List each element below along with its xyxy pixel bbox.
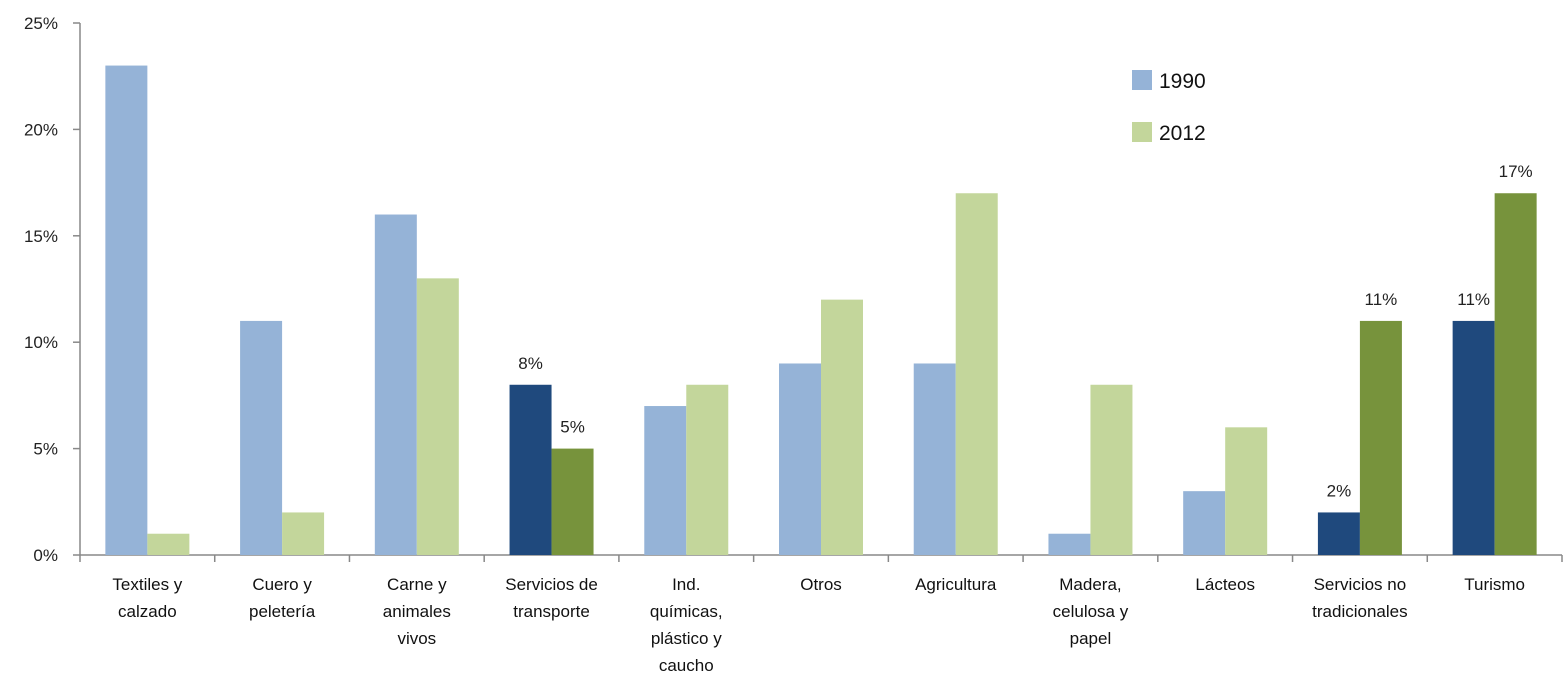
bar-2012: [821, 299, 863, 555]
x-tick-label: Textiles y calzado: [112, 575, 182, 621]
legend-label: 1990: [1159, 70, 1206, 93]
x-tick-label-line: calzado: [118, 602, 177, 621]
bar-1990: [240, 320, 283, 555]
bar-2012: [1090, 384, 1133, 555]
bar-1990: [644, 406, 687, 555]
bar-2012: [416, 278, 459, 555]
y-tick-label: 15%: [24, 227, 58, 246]
bar-1990: [509, 384, 552, 555]
bar-2012: [282, 512, 325, 555]
x-tick-label: Turismo: [1464, 575, 1525, 594]
legend: 1990 2012: [1132, 70, 1206, 145]
x-tick-label: Madera, celulosa y papel: [1053, 575, 1129, 648]
bar-1990: [913, 363, 956, 555]
x-tick-label-line: químicas,: [650, 602, 723, 621]
bar-1990: [1048, 533, 1091, 555]
legend-swatch-1990: [1132, 70, 1152, 90]
x-tick-label-line: transporte: [513, 602, 590, 621]
x-tick-label-line: Madera,: [1059, 575, 1121, 594]
x-tick-label: Servicios de transporte: [505, 575, 598, 621]
x-tick-label-line: Servicios de: [505, 575, 598, 594]
legend-swatch-2012: [1132, 122, 1152, 142]
x-tick-label-line: tradicionales: [1312, 602, 1407, 621]
x-tick-label-line: Carne y: [387, 575, 447, 594]
x-tick-label-line: Textiles y: [112, 575, 182, 594]
x-tick-label-line: papel: [1070, 629, 1112, 648]
bar-2012: [147, 533, 190, 555]
bar-2012: [955, 193, 998, 556]
x-tick-label-line: Lácteos: [1195, 575, 1255, 594]
bar-1990: [1317, 512, 1360, 555]
y-tick-label: 25%: [24, 14, 58, 33]
data-label: 5%: [560, 418, 585, 437]
data-label: 8%: [518, 354, 543, 373]
bar-2012: [1494, 193, 1537, 556]
x-tick-label: Servicios no tradicionales: [1312, 575, 1407, 621]
y-tick-label: 20%: [24, 120, 58, 139]
x-tick-label: Otros: [800, 575, 842, 594]
x-tick-label: Carne y animales vivos: [383, 575, 451, 648]
x-tick-label-line: Servicios no: [1314, 575, 1407, 594]
legend-label: 2012: [1159, 122, 1206, 145]
bar-2012: [686, 384, 729, 555]
y-tick-label: 10%: [24, 333, 58, 352]
y-tick-label: 0%: [33, 546, 58, 565]
x-tick-label-line: celulosa y: [1053, 602, 1129, 621]
x-tick-label-line: Cuero y: [252, 575, 312, 594]
bar-1990: [374, 214, 417, 555]
bar-2012: [1225, 427, 1268, 555]
data-label: 11%: [1365, 290, 1398, 309]
axes: 0% 5% 10% 15% 20% 25% Textiles y calzado Cuero y…: [24, 14, 1563, 675]
x-tick-label: Ind. químicas, plástico y caucho: [650, 575, 723, 675]
x-tick-label: Agricultura: [915, 575, 997, 594]
x-tick-label-line: Otros: [800, 575, 842, 594]
bar-1990: [779, 363, 821, 555]
x-tick-label: Lácteos: [1195, 575, 1255, 594]
y-tick-label: 5%: [33, 440, 58, 459]
data-label: 11%: [1457, 290, 1490, 309]
x-tick-label-line: vivos: [397, 629, 436, 648]
bar-1990: [1452, 320, 1495, 555]
bar-2012: [1359, 320, 1402, 555]
x-tick-label-line: Turismo: [1464, 575, 1525, 594]
data-label: 17%: [1499, 162, 1533, 181]
bar-1990: [1183, 491, 1226, 555]
bar-1990: [105, 65, 148, 555]
x-tick-label-line: animales: [383, 602, 451, 621]
bars: [105, 65, 1537, 556]
x-tick-label: Cuero y peletería: [249, 575, 316, 621]
x-tick-label-line: plástico y: [651, 629, 722, 648]
bar-2012: [551, 448, 594, 555]
x-tick-label-line: peletería: [249, 602, 316, 621]
data-label: 2%: [1327, 481, 1352, 500]
data-labels: 8% 2% 11% 5% 11% 17%: [518, 162, 1532, 500]
x-tick-label-line: Agricultura: [915, 575, 997, 594]
x-tick-label-line: Ind.: [672, 575, 700, 594]
x-tick-label-line: caucho: [659, 656, 714, 675]
